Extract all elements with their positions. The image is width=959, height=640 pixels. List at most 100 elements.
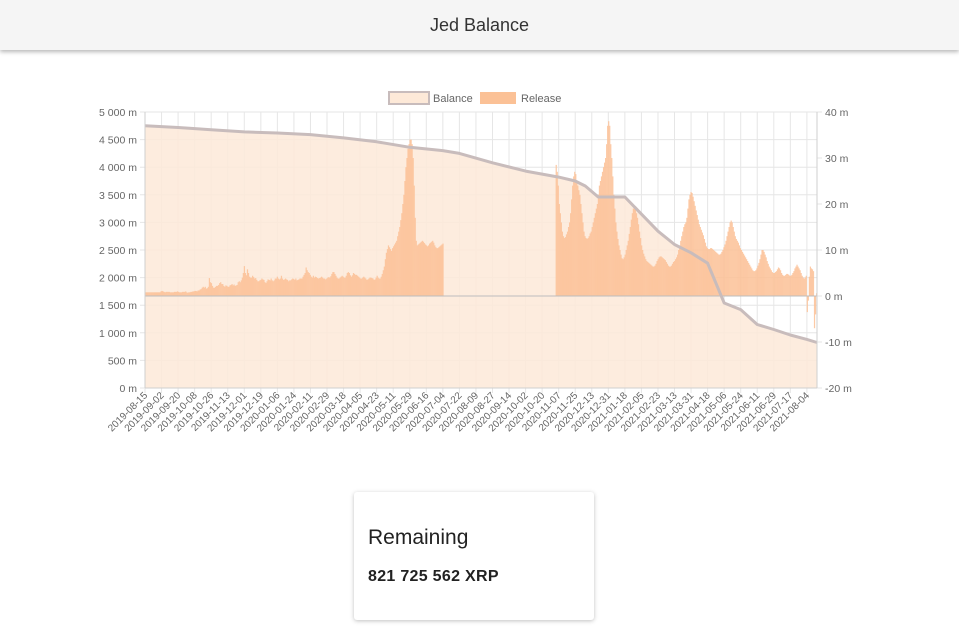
- release-bar: [589, 233, 591, 296]
- release-bar: [756, 268, 758, 296]
- release-bar: [258, 281, 260, 296]
- release-bar: [354, 274, 357, 296]
- release-bar: [329, 277, 331, 296]
- release-bar: [253, 277, 255, 296]
- release-bar: [563, 238, 566, 296]
- release-bar: [179, 292, 182, 296]
- release-bar: [187, 292, 189, 296]
- release-bar: [708, 249, 711, 296]
- release-bar: [371, 278, 373, 296]
- release-bar: [568, 222, 571, 296]
- release-bar: [278, 279, 281, 296]
- release-bar: [655, 263, 657, 296]
- release-bar: [622, 259, 624, 296]
- release-bar: [390, 250, 393, 296]
- release-bar: [220, 282, 222, 296]
- release-bar: [168, 291, 170, 296]
- release-bar: [794, 268, 796, 296]
- release-bar: [633, 206, 636, 296]
- release-bar: [288, 281, 290, 296]
- release-bar: [276, 276, 278, 296]
- release-bar: [412, 158, 414, 296]
- release-bar: [318, 278, 321, 296]
- release-bar: [145, 292, 147, 296]
- release-bar: [602, 167, 605, 296]
- release-bar: [616, 231, 618, 296]
- release-bar: [436, 248, 438, 296]
- release-bar: [591, 227, 593, 296]
- release-bar: [365, 278, 367, 296]
- release-bar: [737, 242, 739, 296]
- release-bar: [700, 229, 702, 296]
- release-bar: [403, 194, 405, 296]
- release-bar: [261, 278, 263, 296]
- release-bar: [201, 287, 203, 296]
- release-bar: [312, 275, 314, 296]
- release-bar: [692, 196, 694, 296]
- release-bar: [665, 261, 667, 296]
- release-bar: [673, 261, 676, 296]
- release-bar: [369, 277, 371, 296]
- y-left-tick-label: 3 500 m: [99, 190, 137, 202]
- release-bar: [688, 199, 690, 296]
- release-bar: [695, 210, 697, 296]
- release-bar: [614, 208, 616, 296]
- release-bar: [159, 292, 161, 296]
- release-bar: [634, 208, 637, 296]
- y-left-tick-label: 4 500 m: [99, 135, 137, 147]
- release-bars: [145, 121, 818, 329]
- release-bar: [609, 125, 611, 296]
- release-bar: [598, 185, 601, 296]
- release-bar: [181, 292, 183, 296]
- release-bar: [296, 280, 298, 296]
- release-bar: [578, 190, 580, 296]
- remaining-card: Remaining 821 725 562 XRP: [354, 492, 594, 620]
- release-bar: [559, 213, 561, 296]
- page-title: Jed Balance: [429, 14, 530, 35]
- release-bar: [419, 242, 421, 296]
- release-bar: [441, 244, 443, 296]
- release-bar: [308, 273, 310, 296]
- release-bar: [779, 270, 782, 296]
- release-bar: [775, 271, 778, 296]
- release-bar: [170, 292, 172, 296]
- release-bar: [232, 285, 234, 296]
- release-bar: [211, 285, 214, 296]
- release-bar: [681, 236, 683, 296]
- release-bar: [163, 291, 165, 296]
- release-bar: [205, 288, 207, 296]
- release-bar: [572, 185, 574, 296]
- release-bar: [348, 273, 350, 296]
- release-bar: [224, 286, 226, 296]
- release-bar: [386, 249, 389, 296]
- release-bar: [599, 181, 602, 296]
- remaining-title: Remaining: [368, 526, 469, 549]
- release-bar: [660, 256, 662, 296]
- release-bar: [160, 291, 162, 296]
- release-bar: [694, 205, 696, 296]
- release-bar: [378, 278, 380, 296]
- release-bar: [656, 261, 658, 296]
- release-bar: [778, 268, 781, 296]
- release-bar: [218, 284, 220, 296]
- release-bar: [765, 257, 767, 296]
- release-bar: [721, 251, 723, 296]
- release-bar: [189, 292, 191, 296]
- release-bar: [799, 270, 801, 296]
- release-bar: [410, 139, 412, 296]
- release-bar: [613, 194, 615, 296]
- release-bar: [806, 296, 808, 313]
- release-bar: [764, 254, 766, 296]
- release-bar: [575, 174, 577, 296]
- release-bar: [679, 245, 681, 296]
- release-bar: [191, 291, 193, 296]
- release-bar: [151, 292, 153, 296]
- release-bar: [186, 292, 188, 296]
- release-bar: [804, 277, 806, 296]
- release-bar: [754, 271, 756, 296]
- release-bar: [298, 279, 300, 296]
- release-bar: [241, 277, 243, 296]
- release-bar: [732, 227, 734, 296]
- release-bar: [702, 235, 704, 296]
- release-bar: [358, 276, 360, 296]
